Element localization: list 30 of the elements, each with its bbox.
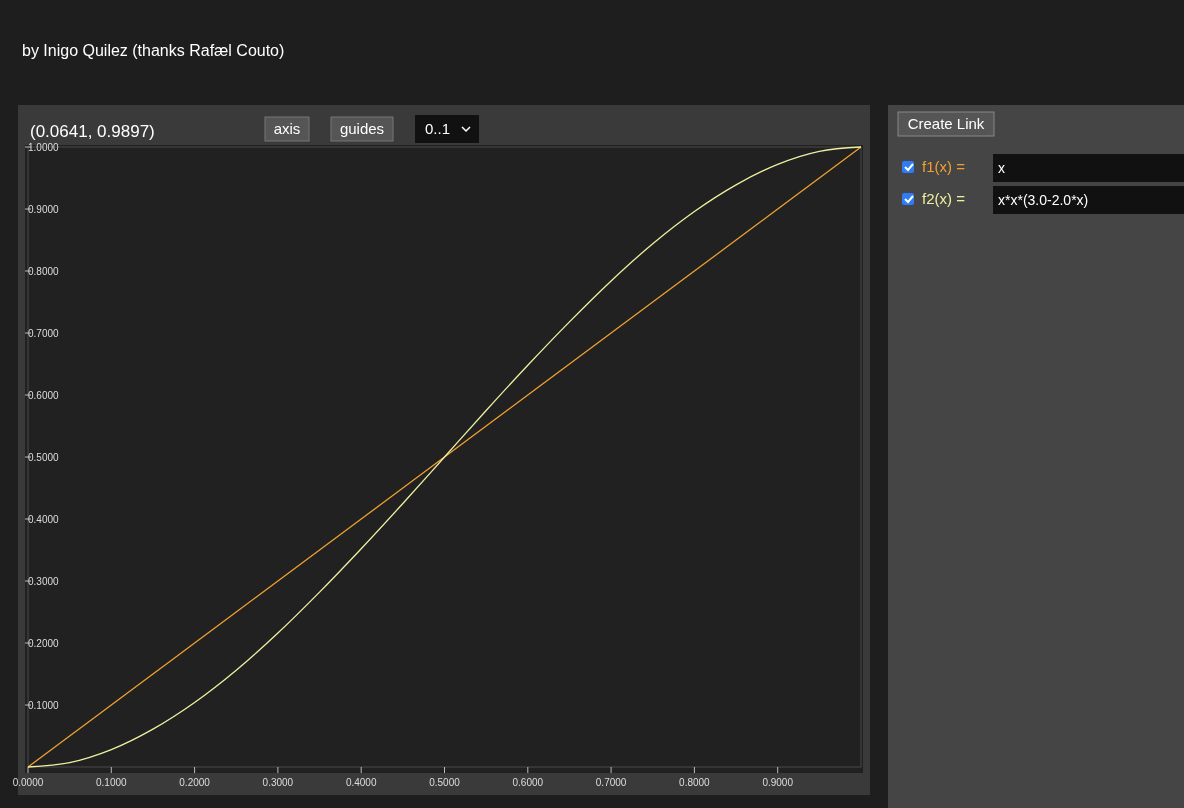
y-tick-label: 0.8000 [28, 266, 60, 277]
y-tick-label: 0.3000 [28, 576, 60, 587]
x-tick-label: 0.0000 [12, 777, 44, 788]
y-tick-label: 0.1000 [28, 700, 60, 711]
x-tick-label: 0.6000 [512, 777, 544, 788]
x-tick-label: 0.3000 [262, 777, 294, 788]
axis-button: axis [264, 116, 310, 142]
y-tick-label: 0.7000 [28, 328, 60, 339]
text: (0.0641, 0.9897) [30, 122, 155, 141]
y-tick-label: 1.0000 [28, 142, 60, 153]
chart-title: by Inigo Quilez (thanks Rafæl Couto) [22, 42, 285, 59]
y-tick-label: 0.6000 [28, 390, 60, 401]
text: x [998, 160, 1005, 176]
x-tick-label: 0.9000 [762, 777, 794, 788]
y-tick-label: 0.5000 [28, 452, 60, 463]
x-tick-label: 0.8000 [679, 777, 711, 788]
y-tick-label: 0.4000 [28, 514, 60, 525]
x-tick-label: 0.2000 [179, 777, 211, 788]
x-tick-label: 0.1000 [96, 777, 128, 788]
y-tick-label: 0.2000 [28, 638, 60, 649]
text: f2(x) = [922, 190, 966, 207]
range-dropdown: 0..1 [415, 115, 479, 143]
x-tick-label: 0.5000 [429, 777, 461, 788]
guides-button: guides [330, 116, 394, 142]
create-link-button: Create Link [897, 111, 995, 137]
text: x*x*(3.0-2.0*x) [998, 192, 1089, 208]
x-tick-label: 0.7000 [595, 777, 627, 788]
x-tick-label: 0.4000 [345, 777, 377, 788]
y-tick-label: 0.9000 [28, 204, 60, 215]
text: f1(x) = [922, 158, 966, 175]
